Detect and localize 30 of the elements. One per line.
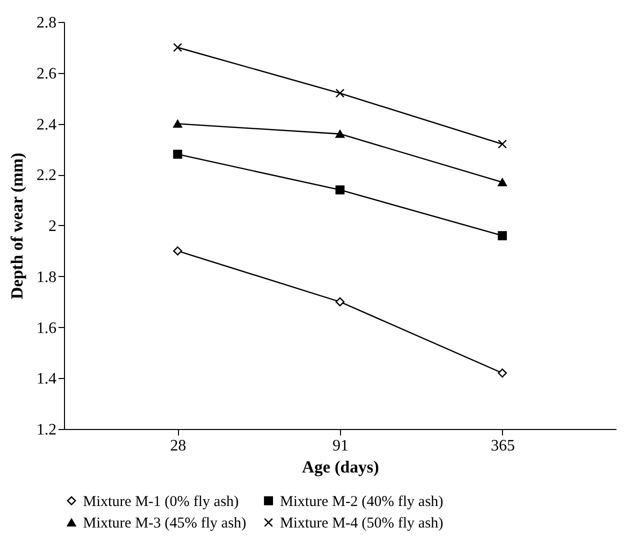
legend-label: Mixture M-3 (45% fly ash) <box>83 516 246 532</box>
y-tick-label: 1.2 <box>36 422 56 438</box>
point <box>173 246 182 256</box>
y-tick-label: 1.8 <box>36 268 56 286</box>
point <box>335 297 345 306</box>
point <box>498 231 507 240</box>
point <box>173 120 182 128</box>
y-tick-label: 2.8 <box>36 14 56 32</box>
y-tick-label: 2.6 <box>36 65 56 82</box>
y-tick-label: 1.4 <box>36 370 56 388</box>
y-axis-title: Depth of wear (mm) <box>8 152 26 300</box>
x-tick-label: 28 <box>170 438 186 454</box>
y-tick-label: 1.6 <box>36 320 56 337</box>
legend-label: Mixture M-1 (0% fly ash) <box>83 494 239 510</box>
x-axis-title: Age (days) <box>302 458 379 476</box>
point <box>498 140 507 149</box>
y-tick-label: 2 <box>48 218 56 235</box>
legend-label: Mixture M-2 (40% fly ash) <box>280 494 444 510</box>
point <box>498 368 507 378</box>
point <box>335 185 345 194</box>
x-tick-label: 365 <box>490 438 515 454</box>
point <box>173 150 182 159</box>
point <box>173 42 182 52</box>
y-tick-label: 2.2 <box>36 167 56 184</box>
legend-label: Mixture M-4 (50% fly ash) <box>280 516 444 532</box>
point <box>335 130 345 138</box>
y-tick-label: 2.4 <box>36 116 56 134</box>
point <box>498 178 507 186</box>
x-tick-label: 91 <box>332 438 348 454</box>
point <box>335 88 345 98</box>
